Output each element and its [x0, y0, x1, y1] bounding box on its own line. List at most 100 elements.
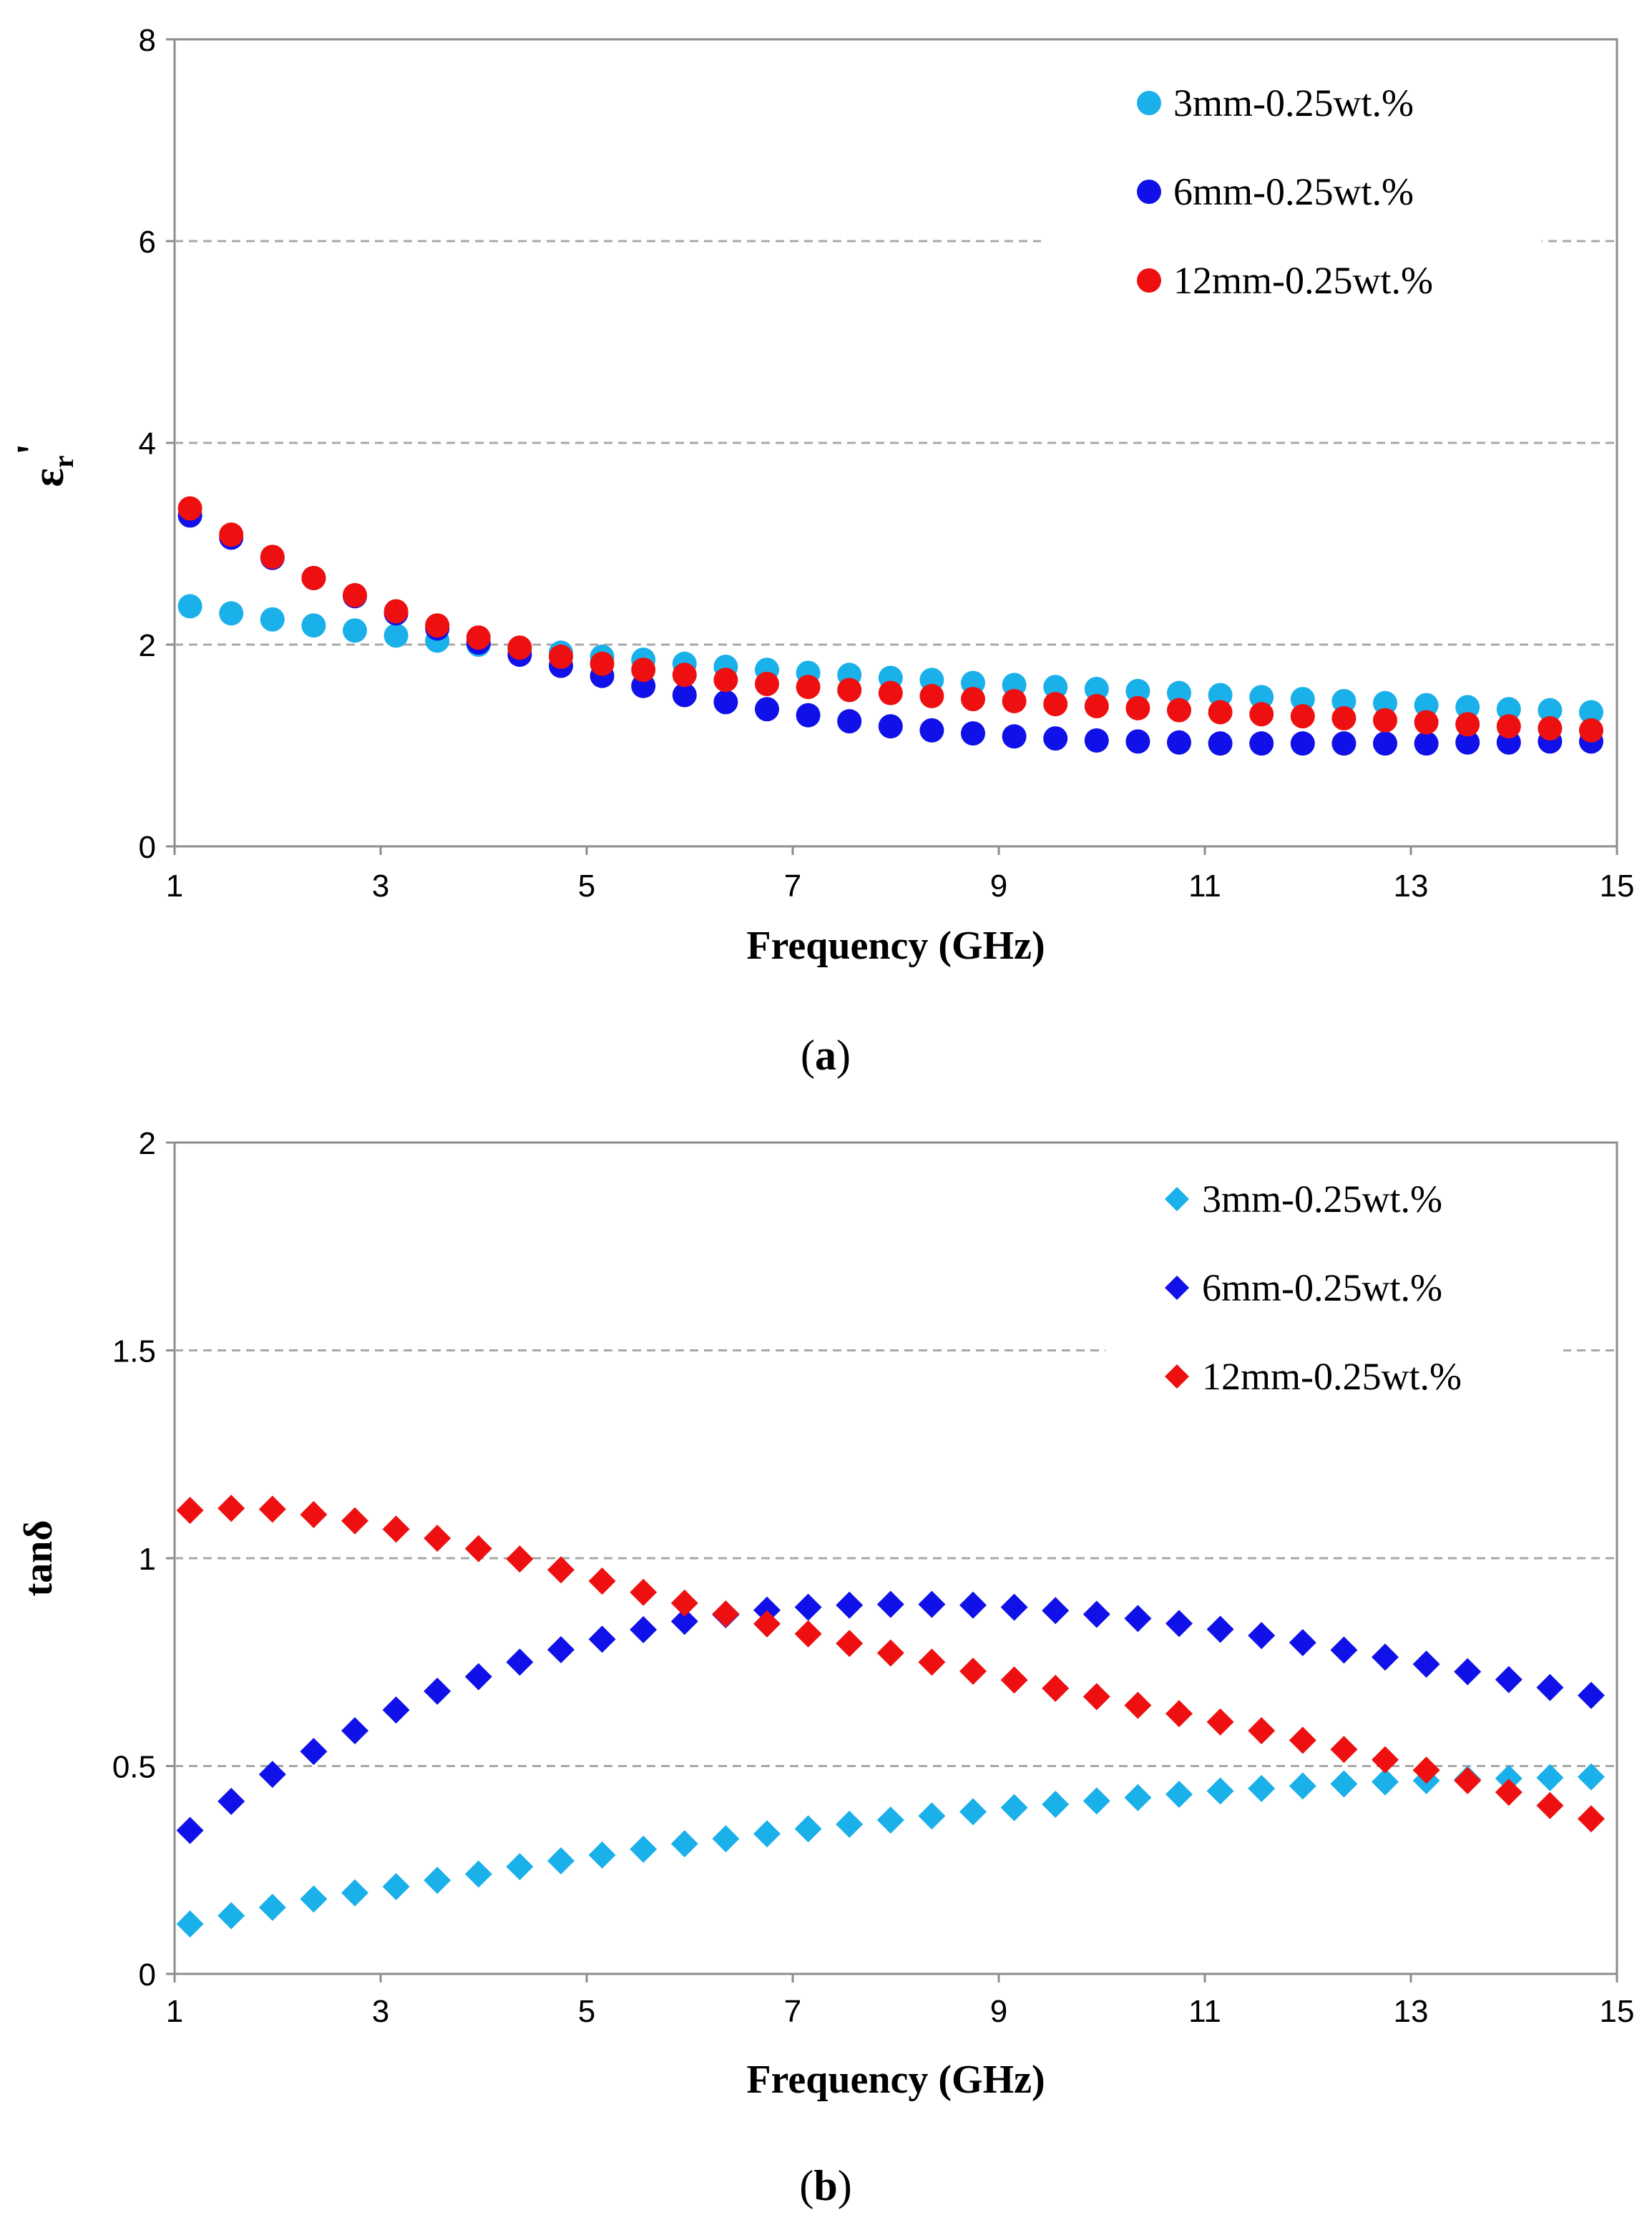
- data-point-b-series1: [424, 1867, 451, 1894]
- data-point-a-series1: [177, 594, 202, 619]
- data-point-b-series3: [547, 1556, 575, 1584]
- data-point-a-series2: [1331, 731, 1357, 756]
- data-point-b-series3: [753, 1610, 781, 1638]
- data-point-b-series1: [753, 1820, 781, 1848]
- data-point-b-series3: [876, 1639, 904, 1667]
- y-ticks-b: 0 0.5 1 1.5 2: [112, 1126, 175, 1992]
- data-point-b-series1: [794, 1815, 822, 1843]
- data-point-a-series2: [672, 683, 697, 708]
- data-point-a-series1: [1084, 677, 1109, 702]
- data-point-a-series1: [301, 613, 326, 638]
- data-point-a-series1: [1414, 693, 1439, 718]
- data-point-b-series2: [300, 1738, 328, 1766]
- data-point-a-series1: [1496, 697, 1521, 722]
- data-point-a-series3: [466, 625, 491, 650]
- data-point-b-series3: [1082, 1683, 1110, 1711]
- data-point-b-series2: [1000, 1593, 1028, 1621]
- x-tick-label-a: 13: [1394, 869, 1429, 904]
- data-point-b-series3: [218, 1495, 245, 1522]
- data-point-b-series3: [176, 1497, 204, 1525]
- data-point-b-series2: [258, 1761, 286, 1789]
- data-point-b-series2: [1495, 1666, 1523, 1693]
- legend-a: 3mm-0.25wt.% 6mm-0.25wt.% 12mm-0.25wt.%: [1137, 82, 1433, 302]
- data-point-b-series3: [1124, 1691, 1152, 1719]
- data-point-a-series3: [919, 683, 944, 708]
- data-point-b-series1: [300, 1885, 328, 1913]
- panel-caption-a-letter: a: [815, 1032, 836, 1079]
- data-point-a-series3: [1414, 710, 1439, 735]
- legend-marker-b-2: [1165, 1276, 1189, 1300]
- x-tick-label-b: 11: [1188, 1994, 1221, 2029]
- legend-b: 3mm-0.25wt.% 6mm-0.25wt.% 12mm-0.25wt.%: [1165, 1178, 1462, 1398]
- data-point-b-series3: [1454, 1766, 1482, 1794]
- data-point-b-series1: [1124, 1784, 1152, 1811]
- data-point-b-series1: [341, 1879, 368, 1907]
- data-point-a-series3: [1455, 712, 1480, 737]
- data-point-b-series3: [794, 1620, 822, 1648]
- data-point-a-series3: [713, 668, 738, 693]
- data-point-b-series1: [588, 1841, 616, 1869]
- data-point-a-series3: [1084, 694, 1109, 719]
- data-point-b-series3: [1536, 1791, 1564, 1819]
- data-point-a-series3: [383, 599, 409, 624]
- x-tick-label-a: 7: [784, 869, 801, 904]
- y-axis-label-b: tanδ: [16, 1520, 61, 1597]
- data-point-b-series3: [506, 1545, 534, 1573]
- data-point-a-series2: [796, 703, 821, 728]
- data-point-a-series2: [837, 709, 862, 734]
- data-point-b-series2: [1082, 1600, 1110, 1628]
- x-tick-label-b: 3: [372, 1994, 389, 2029]
- data-point-a-series2: [1208, 731, 1233, 756]
- data-point-a-series3: [672, 662, 697, 688]
- data-point-b-series3: [341, 1507, 368, 1535]
- data-point-a-series1: [219, 601, 244, 626]
- data-point-b-series3: [1248, 1717, 1276, 1745]
- data-point-a-series3: [961, 687, 985, 712]
- legend-label-b-2: 6mm-0.25wt.%: [1202, 1266, 1442, 1309]
- data-point-b-series2: [1124, 1605, 1152, 1633]
- x-tick-label-b: 15: [1600, 1994, 1635, 2029]
- x-ticks-b: 1 3 5 7 9 11 13 15: [166, 1974, 1635, 2029]
- data-point-b-series3: [1372, 1746, 1399, 1774]
- data-point-b-series3: [300, 1500, 328, 1528]
- legend-background-a: [1041, 68, 1542, 326]
- data-point-b-series2: [1372, 1643, 1399, 1671]
- data-point-a-series1: [383, 623, 409, 648]
- data-point-b-series3: [1042, 1674, 1070, 1702]
- data-point-b-series2: [464, 1663, 492, 1691]
- data-point-b-series3: [630, 1578, 658, 1606]
- data-point-a-series2: [1290, 731, 1315, 756]
- data-point-b-series1: [1248, 1774, 1276, 1802]
- data-point-b-series2: [424, 1677, 451, 1705]
- x-tick-label-a: 9: [990, 869, 1007, 904]
- data-point-b-series1: [506, 1853, 534, 1881]
- data-point-b-series1: [1330, 1770, 1358, 1798]
- data-point-b-series1: [258, 1894, 286, 1922]
- data-point-b-series1: [712, 1825, 740, 1853]
- data-point-a-series3: [507, 635, 532, 660]
- data-point-b-series3: [464, 1535, 492, 1563]
- data-point-a-series3: [796, 675, 821, 700]
- data-point-a-series3: [343, 582, 367, 607]
- legend-label-a-1: 3mm-0.25wt.%: [1173, 82, 1414, 124]
- data-point-b-series3: [1330, 1736, 1358, 1764]
- data-point-b-series2: [1578, 1681, 1605, 1709]
- data-point-a-series1: [1125, 678, 1150, 703]
- data-point-a-series2: [1002, 724, 1027, 749]
- data-point-b-series2: [959, 1591, 987, 1619]
- data-point-b-series1: [382, 1872, 410, 1900]
- data-point-b-series1: [464, 1860, 492, 1888]
- y-tick-label-b: 1: [139, 1542, 156, 1577]
- data-point-b-series3: [959, 1658, 987, 1686]
- data-point-b-series2: [547, 1635, 575, 1663]
- data-point-a-series3: [549, 644, 573, 669]
- data-point-b-series3: [1578, 1805, 1605, 1833]
- y-tick-label-a: 8: [139, 23, 156, 58]
- y-tick-label-a: 6: [139, 225, 156, 260]
- data-point-a-series1: [260, 607, 285, 632]
- data-point-b-series3: [712, 1600, 740, 1628]
- data-point-b-series2: [382, 1696, 410, 1724]
- data-point-a-series1: [1290, 687, 1315, 712]
- x-tick-label-a: 15: [1600, 869, 1635, 904]
- data-point-a-series3: [1331, 705, 1357, 730]
